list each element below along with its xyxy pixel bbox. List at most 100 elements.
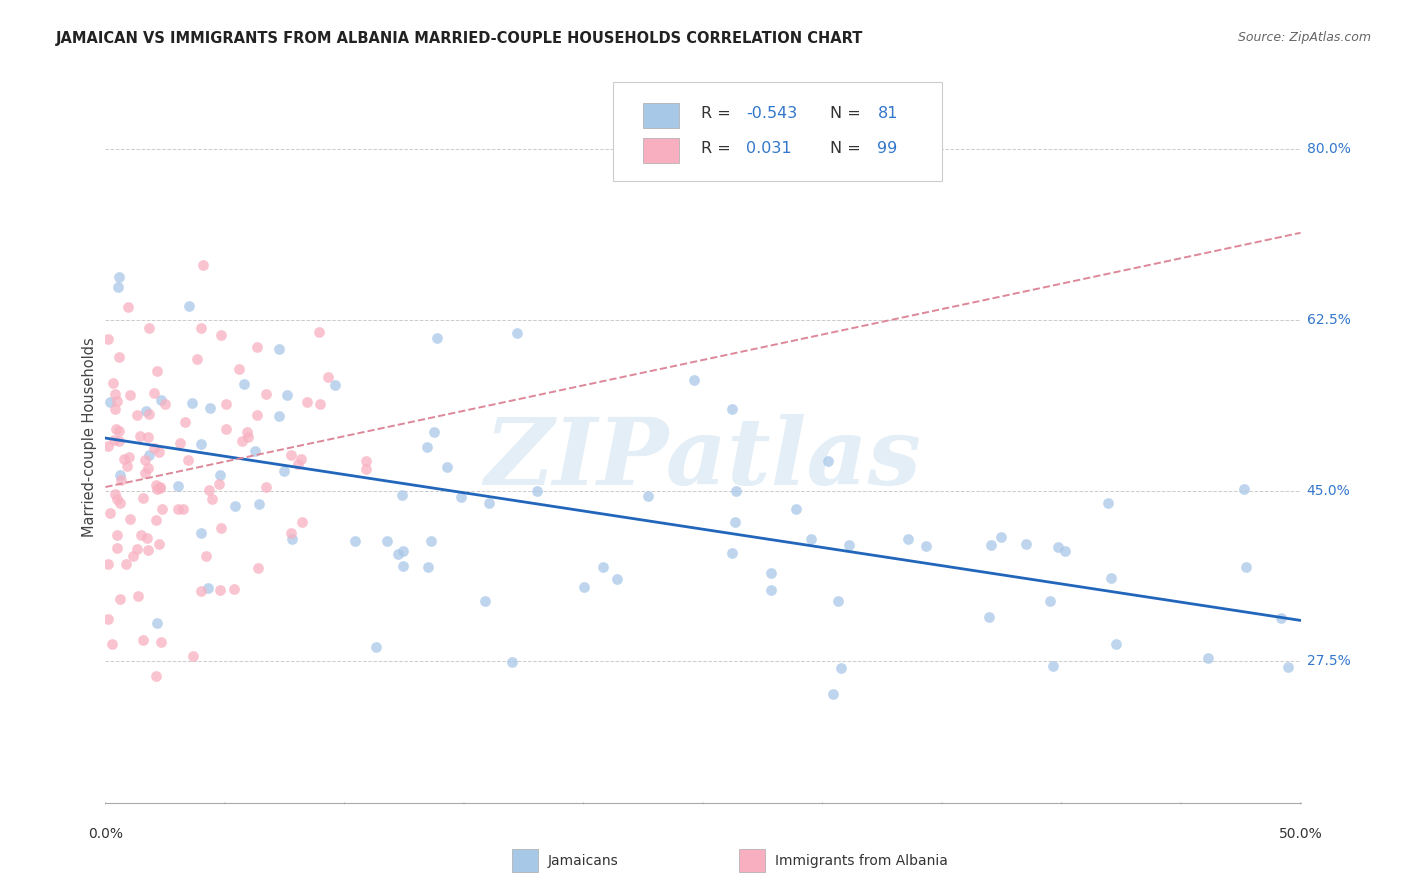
Point	[148, 444, 170, 458]
Point	[823, 687, 845, 701]
Point	[827, 594, 849, 608]
Point	[180, 396, 202, 410]
Point	[720, 546, 742, 560]
Point	[135, 404, 157, 418]
Point	[174, 415, 197, 429]
Point	[115, 458, 138, 473]
Point	[474, 594, 496, 608]
Point	[273, 464, 295, 478]
Text: 62.5%: 62.5%	[1306, 313, 1350, 327]
Point	[136, 543, 159, 558]
Point	[201, 492, 224, 507]
Point	[830, 661, 852, 675]
Point	[136, 461, 159, 475]
Point	[224, 582, 246, 596]
Point	[1097, 496, 1119, 510]
Point	[97, 332, 120, 346]
Point	[132, 491, 155, 505]
Point	[209, 468, 232, 483]
Point	[138, 407, 160, 421]
Point	[105, 393, 128, 408]
Point	[243, 443, 266, 458]
Point	[422, 425, 444, 440]
Point	[897, 532, 920, 546]
Point	[295, 395, 318, 409]
Point	[125, 541, 148, 556]
Point	[110, 496, 132, 510]
Point	[308, 325, 330, 339]
Point	[247, 497, 270, 511]
Point	[135, 531, 157, 545]
Point	[169, 436, 191, 450]
Point	[759, 583, 782, 598]
Point	[122, 549, 145, 564]
Point	[269, 409, 291, 424]
Point	[1039, 594, 1062, 608]
Point	[606, 572, 628, 586]
Text: 0.0%: 0.0%	[89, 827, 122, 841]
Text: ZIPatlas: ZIPatlas	[485, 414, 921, 504]
Point	[136, 429, 159, 443]
Point	[117, 300, 139, 314]
Point	[1099, 571, 1122, 585]
Point	[104, 487, 127, 501]
Point	[418, 560, 440, 574]
Point	[145, 482, 167, 496]
Point	[392, 544, 415, 558]
Text: 27.5%: 27.5%	[1306, 655, 1350, 668]
Point	[838, 538, 860, 552]
Point	[145, 669, 167, 683]
Point	[134, 453, 156, 467]
Point	[208, 582, 231, 597]
Point	[100, 506, 122, 520]
Point	[721, 401, 744, 416]
Point	[197, 581, 219, 595]
Point	[146, 616, 169, 631]
Point	[419, 533, 441, 548]
Point	[785, 501, 807, 516]
Point	[138, 321, 160, 335]
Point	[246, 561, 269, 575]
Point	[110, 473, 132, 487]
Point	[148, 537, 170, 551]
Point	[236, 430, 259, 444]
Text: Jamaicans: Jamaicans	[547, 854, 619, 868]
Point	[190, 437, 212, 451]
Text: 50.0%: 50.0%	[1278, 827, 1323, 841]
Point	[197, 483, 219, 497]
Point	[97, 612, 120, 626]
Point	[391, 488, 413, 502]
Point	[254, 480, 277, 494]
FancyBboxPatch shape	[644, 103, 679, 128]
Point	[183, 648, 205, 663]
Point	[245, 340, 267, 354]
Point	[104, 401, 127, 416]
Point	[1105, 637, 1128, 651]
Point	[309, 397, 332, 411]
Point	[149, 392, 172, 407]
Point	[344, 534, 367, 549]
Point	[105, 541, 128, 556]
Point	[110, 591, 132, 606]
Point	[118, 511, 141, 525]
Point	[115, 557, 138, 571]
Point	[1047, 541, 1070, 555]
Point	[142, 441, 165, 455]
Point	[316, 370, 339, 384]
Text: Source: ZipAtlas.com: Source: ZipAtlas.com	[1237, 31, 1371, 45]
Point	[107, 279, 129, 293]
Point	[375, 533, 398, 548]
Point	[177, 453, 200, 467]
Point	[228, 362, 250, 376]
Point	[477, 496, 499, 510]
Text: N =: N =	[830, 141, 866, 156]
Point	[97, 557, 120, 571]
Point	[108, 269, 131, 284]
Point	[1270, 611, 1292, 625]
Point	[108, 467, 131, 482]
Point	[146, 364, 169, 378]
Point	[436, 460, 458, 475]
Point	[215, 422, 238, 436]
Point	[323, 378, 346, 392]
Point	[761, 566, 783, 581]
